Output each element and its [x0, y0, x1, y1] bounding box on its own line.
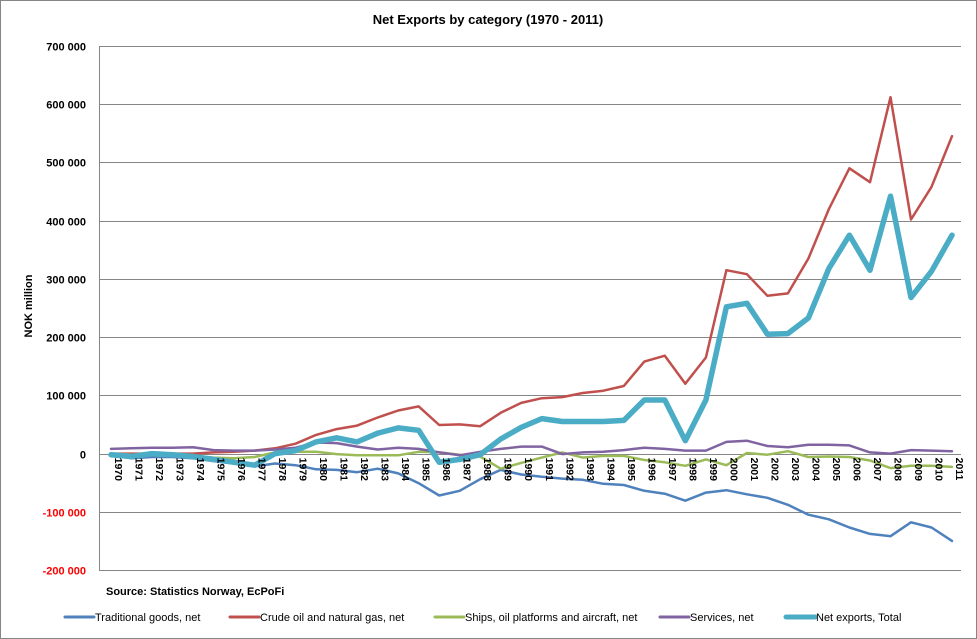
y-tick-label: 400 000 [46, 217, 86, 229]
x-tick-label: 1984 [399, 458, 411, 482]
legend-item: Crude oil and natural gas, net [228, 612, 404, 624]
x-tick-label: 1988 [481, 458, 493, 482]
x-tick-label: 1980 [317, 458, 329, 482]
y-tick-label: 200 000 [46, 333, 86, 345]
legend-item: Traditional goods, net [63, 612, 200, 624]
chart-title: Net Exports by category (1970 - 2011) [373, 12, 604, 27]
x-tick-label: 1991 [543, 458, 555, 482]
x-tick-label: 1989 [502, 458, 514, 482]
x-tick-label: 1979 [297, 458, 309, 482]
x-tick-label: 2011 [953, 458, 965, 481]
y-tick-label: -100 000 [43, 508, 86, 520]
x-tick-label: 2008 [892, 458, 904, 482]
x-tick-label: 1970 [112, 458, 124, 482]
y-tick-label: -200 000 [43, 566, 86, 578]
x-tick-label: 1997 [666, 458, 678, 482]
x-tick-label: 2003 [789, 458, 801, 482]
y-axis-ticks: 700 000 600 000 500 000 400 000 300 000 200 0… [43, 42, 86, 578]
legend-label: Services, net [690, 612, 754, 624]
x-tick-label: 2006 [850, 458, 862, 482]
x-tick-label: 2002 [768, 458, 780, 482]
x-tick-label: 1994 [604, 458, 616, 482]
x-tick-label: 1990 [522, 458, 534, 482]
x-tick-label: 2005 [830, 458, 842, 482]
x-tick-label: 2004 [809, 458, 821, 482]
x-tick-label: 1995 [625, 458, 637, 482]
x-axis-ticks: 1970 1971 1972 1973 1974 1975 1976 1977 1978 1979… [112, 458, 965, 482]
x-tick-label: 2009 [912, 458, 924, 482]
x-tick-label: 1982 [358, 458, 370, 482]
x-tick-label: 1972 [153, 458, 165, 482]
x-tick-label: 1975 [215, 458, 227, 482]
x-tick-label: 2007 [871, 458, 883, 482]
legend-label: Ships, oil platforms and aircraft, net [465, 612, 637, 624]
x-tick-label: 1978 [276, 458, 288, 482]
x-tick-label: 1981 [338, 458, 350, 482]
x-tick-label: 1992 [563, 458, 575, 482]
series-line-2 [109, 449, 954, 470]
x-tick-label: 1993 [584, 458, 596, 482]
x-tick-label: 1976 [235, 458, 247, 482]
x-tick-label: 1974 [194, 458, 206, 482]
x-tick-label: 1973 [174, 458, 186, 482]
y-tick-label: 700 000 [46, 42, 86, 54]
x-tick-label: 1983 [379, 458, 391, 482]
legend-label: Traditional goods, net [95, 612, 200, 624]
x-tick-label: 1977 [256, 458, 268, 482]
x-tick-label: 1999 [707, 458, 719, 482]
source-note: Source: Statistics Norway, EcPoFi [106, 586, 284, 598]
x-tick-label: 1985 [420, 458, 432, 482]
legend-label: Crude oil and natural gas, net [260, 612, 404, 624]
y-tick-label: 100 000 [46, 391, 86, 403]
legend-item: Net exports, Total [783, 612, 901, 624]
series-line-4 [108, 193, 955, 468]
series-line-3 [109, 439, 954, 457]
x-tick-label: 2010 [933, 458, 945, 482]
x-tick-label: 2000 [727, 458, 739, 482]
x-tick-label: 1998 [686, 458, 698, 482]
legend-item: Services, net [658, 612, 754, 624]
legend-label: Net exports, Total [816, 612, 901, 624]
y-tick-label: 500 000 [46, 158, 86, 170]
x-tick-label: 2001 [748, 458, 760, 482]
y-tick-label: 600 000 [46, 100, 86, 112]
gridlines [99, 46, 961, 571]
x-tick-label: 1987 [461, 458, 473, 482]
legend-item: Ships, oil platforms and aircraft, net [433, 612, 637, 624]
series-lines [108, 95, 955, 543]
x-tick-label: 1986 [440, 458, 452, 482]
legend: Traditional goods, net Crude oil and natu… [63, 612, 901, 624]
x-tick-label: 1971 [133, 458, 145, 482]
y-tick-label: 300 000 [46, 275, 86, 287]
y-axis-label: NOK million [23, 274, 35, 337]
y-tick-label: 0 [80, 450, 86, 462]
x-tick-label: 1996 [645, 458, 657, 482]
